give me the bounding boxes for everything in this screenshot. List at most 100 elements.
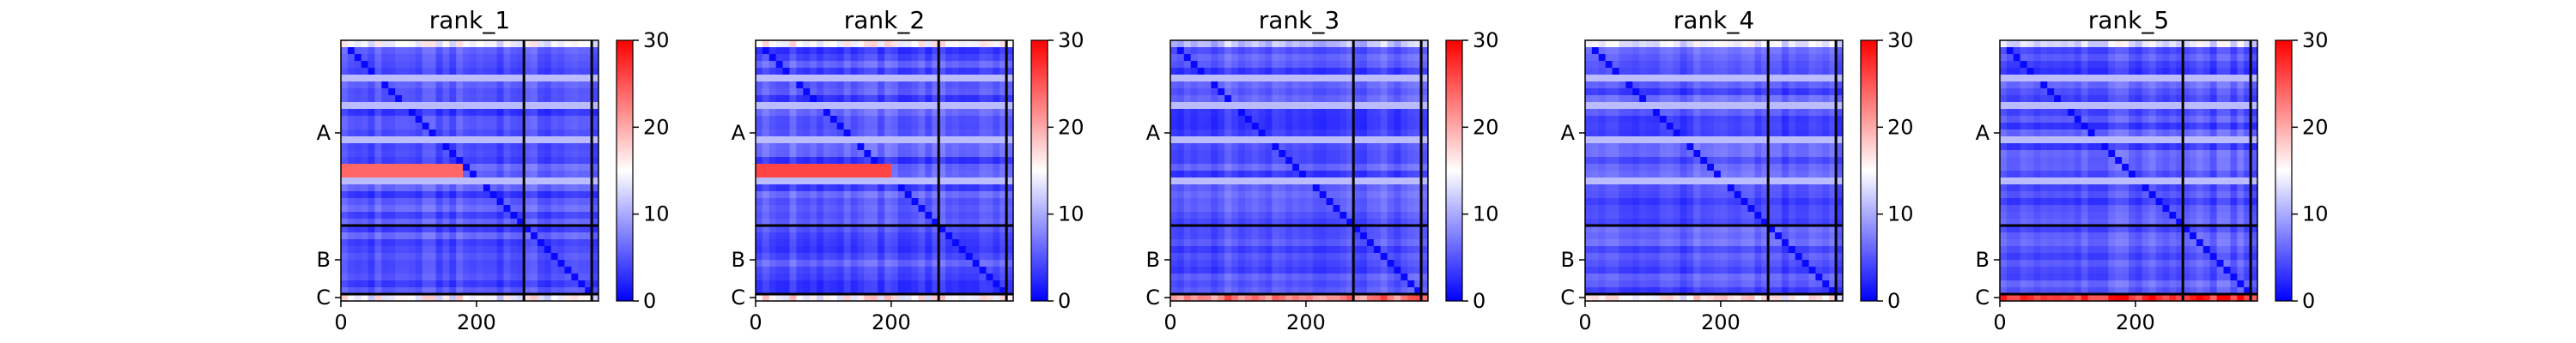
- heatmap-cell: [578, 191, 586, 199]
- heatmap-cell: [775, 150, 783, 158]
- heatmap-cell: [890, 143, 899, 151]
- heatmap-cell: [925, 246, 933, 254]
- heatmap-cell: [1693, 68, 1701, 75]
- heatmap-cell: [1244, 81, 1253, 89]
- heatmap-cell: [1659, 75, 1668, 82]
- heatmap-cell: [951, 54, 960, 62]
- heatmap-cell: [1380, 205, 1388, 213]
- heatmap-cell: [762, 47, 770, 55]
- heatmap-cell: [564, 205, 572, 213]
- heatmap-cell: [823, 61, 831, 69]
- panel-title: rank_3: [1259, 6, 1340, 34]
- heatmap-cell: [1652, 102, 1661, 110]
- heatmap-cell: [524, 88, 532, 96]
- heatmap-cell: [1808, 88, 1816, 96]
- heatmap-cell: [435, 178, 443, 185]
- heatmap-cell: [585, 178, 592, 185]
- heatmap-cell: [999, 136, 1007, 144]
- heatmap-cell: [884, 123, 892, 130]
- heatmap-cell: [1387, 143, 1394, 151]
- heatmap-cell: [1319, 205, 1327, 213]
- heatmap-cell: [932, 47, 939, 55]
- heatmap-cell: [1183, 232, 1192, 240]
- heatmap-cell: [817, 47, 824, 55]
- heatmap-cell: [817, 164, 824, 172]
- heatmap-cell: [428, 232, 436, 240]
- heatmap-cell: [843, 95, 851, 103]
- heatmap-cell: [1591, 123, 1600, 130]
- heatmap-cell: [1326, 212, 1334, 220]
- heatmap-cell: [958, 260, 967, 268]
- heatmap-cell: [524, 191, 532, 199]
- heatmap-cell: [1340, 150, 1347, 158]
- heatmap-cell: [442, 102, 450, 110]
- heatmap-cell: [1747, 47, 1755, 55]
- heatmap-cell: [775, 267, 783, 274]
- heatmap-cell: [836, 267, 845, 274]
- heatmap-cell: [890, 232, 899, 240]
- heatmap-cell: [415, 95, 423, 103]
- heatmap-cell: [361, 184, 368, 192]
- heatmap-cell: [1176, 191, 1185, 199]
- heatmap-cell: [1680, 81, 1687, 89]
- heatmap-cell: [550, 68, 559, 75]
- heatmap-cell: [1258, 232, 1266, 240]
- heatmap-cell: [1231, 116, 1239, 123]
- heatmap-cell: [884, 116, 892, 123]
- heatmap-cell: [381, 54, 389, 62]
- heatmap-cell: [1305, 102, 1314, 110]
- heatmap-cell: [769, 116, 777, 123]
- heatmap-cell: [1360, 40, 1368, 48]
- heatmap-cell: [1639, 40, 1647, 48]
- heatmap-cell: [1006, 47, 1014, 55]
- heatmap-cell: [571, 219, 579, 226]
- heatmap-cell: [592, 150, 599, 158]
- heatmap-cell: [1400, 136, 1408, 144]
- heatmap-cell: [1251, 198, 1260, 206]
- heatmap-cell: [965, 61, 974, 69]
- heatmap-cell: [489, 239, 497, 247]
- heatmap-cell: [1183, 143, 1192, 151]
- heatmap-cell: [1299, 75, 1307, 82]
- heatmap-cell: [531, 280, 538, 288]
- heatmap-cell: [857, 232, 865, 240]
- heatmap-cell: [1279, 205, 1286, 213]
- heatmap-cell: [1224, 294, 1232, 302]
- heatmap-cell: [388, 88, 396, 96]
- heatmap-cell: [1373, 246, 1382, 254]
- heatmap-cell: [762, 123, 770, 130]
- heatmap-cell: [1346, 123, 1354, 130]
- heatmap-cell: [428, 157, 436, 165]
- heatmap-cell: [1224, 184, 1232, 192]
- heatmap-cell: [456, 171, 464, 178]
- heatmap-cell: [1326, 150, 1334, 158]
- heatmap-cell: [544, 274, 552, 281]
- heatmap-cell: [1387, 191, 1394, 199]
- heatmap-cell: [1788, 109, 1796, 117]
- heatmap-cell: [456, 294, 464, 302]
- heatmap-cell: [1612, 81, 1619, 89]
- heatmap-cell: [1006, 54, 1014, 62]
- heatmap-cell: [1272, 178, 1279, 185]
- heatmap-cell: [592, 184, 599, 192]
- heatmap-cell: [1218, 164, 1225, 172]
- heatmap-cell: [564, 246, 572, 254]
- heatmap-cell: [986, 267, 993, 274]
- heatmap-cell: [456, 109, 464, 117]
- heatmap-cell: [1387, 123, 1394, 130]
- heatmap-cell: [1258, 226, 1266, 233]
- heatmap-cell: [775, 260, 783, 268]
- heatmap-cell: [1346, 178, 1354, 185]
- heatmap-cell: [368, 232, 375, 240]
- heatmap-cell: [775, 143, 783, 151]
- heatmap-cell: [1312, 88, 1321, 96]
- heatmap-cell: [1394, 109, 1401, 117]
- heatmap-cell: [1720, 81, 1728, 89]
- heatmap-cell: [496, 68, 504, 75]
- heatmap-cell: [904, 109, 912, 117]
- heatmap-cell: [999, 102, 1007, 110]
- heatmap-cell: [524, 226, 532, 233]
- heatmap-cell: [1407, 129, 1415, 137]
- heatmap-cell: [381, 191, 389, 199]
- heatmap-cell: [803, 123, 811, 130]
